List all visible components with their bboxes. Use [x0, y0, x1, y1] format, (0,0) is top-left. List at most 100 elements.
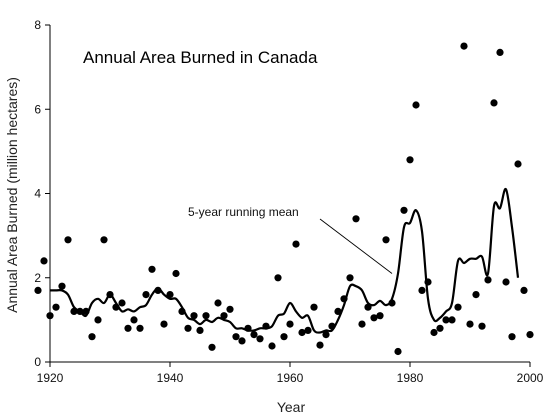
data-point	[250, 331, 258, 339]
data-point	[130, 316, 138, 324]
data-point	[526, 331, 534, 339]
data-point	[100, 236, 108, 244]
y-tick-label: 2	[34, 271, 41, 285]
y-tick-label: 8	[34, 18, 41, 32]
data-point	[442, 316, 450, 324]
data-point	[298, 328, 306, 337]
data-point	[394, 347, 402, 356]
data-point	[226, 305, 234, 313]
annotation-label: 5-year running mean	[188, 205, 299, 219]
data-point	[322, 331, 330, 339]
data-point	[148, 265, 156, 273]
data-point	[82, 307, 90, 315]
data-point	[142, 291, 150, 299]
data-point	[34, 286, 42, 294]
x-tick-label: 1940	[157, 371, 184, 385]
data-point	[376, 312, 384, 320]
x-tick-label: 1960	[277, 371, 304, 385]
y-tick-label: 4	[34, 187, 41, 201]
y-axis-label: Annual Area Burned (million hectares)	[4, 77, 20, 313]
data-point	[400, 206, 408, 214]
data-point	[310, 303, 318, 311]
data-point	[508, 333, 516, 341]
data-point	[58, 282, 66, 290]
data-point	[280, 333, 288, 341]
y-tick-label: 6	[34, 102, 41, 116]
annotation: 5-year running mean	[188, 205, 393, 274]
data-point	[418, 286, 426, 294]
data-point	[244, 324, 252, 332]
data-point	[382, 236, 390, 244]
data-point	[448, 316, 456, 324]
data-point	[52, 303, 60, 311]
data-point	[460, 42, 468, 50]
data-point	[340, 295, 348, 303]
data-point	[328, 322, 336, 330]
data-point	[160, 320, 168, 328]
running-mean-line	[50, 187, 520, 334]
data-point	[364, 303, 372, 311]
data-point	[166, 291, 174, 299]
data-point	[454, 303, 462, 311]
data-point	[118, 299, 126, 307]
data-point	[520, 286, 528, 294]
annotation-arrow	[319, 218, 393, 274]
data-point	[64, 236, 72, 244]
data-point	[112, 303, 120, 311]
data-point	[388, 299, 396, 307]
data-point	[124, 324, 132, 332]
data-point	[466, 320, 474, 328]
data-point	[238, 337, 246, 345]
data-point	[490, 99, 498, 107]
data-point	[232, 333, 240, 341]
data-point	[76, 307, 84, 315]
data-point	[208, 343, 216, 351]
data-point	[220, 312, 228, 320]
data-point	[370, 314, 378, 322]
data-point	[202, 312, 210, 320]
data-point	[484, 276, 492, 284]
data-point	[502, 278, 510, 286]
data-point	[334, 307, 342, 315]
data-point	[514, 160, 522, 168]
data-point	[430, 328, 438, 337]
data-point	[184, 324, 192, 332]
data-point	[412, 101, 420, 109]
data-point	[106, 291, 114, 299]
data-point	[94, 316, 102, 324]
data-point	[352, 215, 360, 223]
x-axis-label: Year	[277, 399, 306, 415]
data-point	[256, 335, 264, 343]
data-point	[178, 307, 186, 315]
annual-data-points	[34, 42, 534, 356]
data-point	[88, 333, 96, 341]
data-point	[292, 240, 300, 248]
y-tick-group: 0 2 4 6 8	[34, 18, 50, 369]
data-point	[136, 324, 144, 332]
data-point	[346, 274, 354, 282]
y-tick-label: 0	[34, 355, 41, 369]
data-point	[46, 312, 54, 320]
data-point	[286, 320, 294, 328]
data-point	[196, 326, 204, 334]
data-point	[472, 291, 480, 299]
data-point	[190, 312, 198, 320]
x-tick-label: 1980	[397, 371, 424, 385]
data-point	[496, 48, 504, 57]
data-point	[436, 324, 444, 332]
data-point	[358, 320, 366, 328]
data-point	[268, 342, 276, 350]
data-point	[316, 341, 324, 349]
data-point	[214, 299, 222, 307]
x-tick-label: 1920	[37, 371, 64, 385]
data-point	[172, 269, 180, 278]
data-point	[478, 322, 486, 330]
data-point	[262, 322, 270, 330]
x-tick-group: 1920 1940 1960 1980 2000	[37, 362, 544, 385]
data-point	[406, 156, 414, 164]
chart-title: Annual Area Burned in Canada	[83, 48, 318, 67]
x-tick-label: 2000	[517, 371, 544, 385]
data-point	[274, 274, 282, 282]
data-point	[40, 257, 48, 265]
